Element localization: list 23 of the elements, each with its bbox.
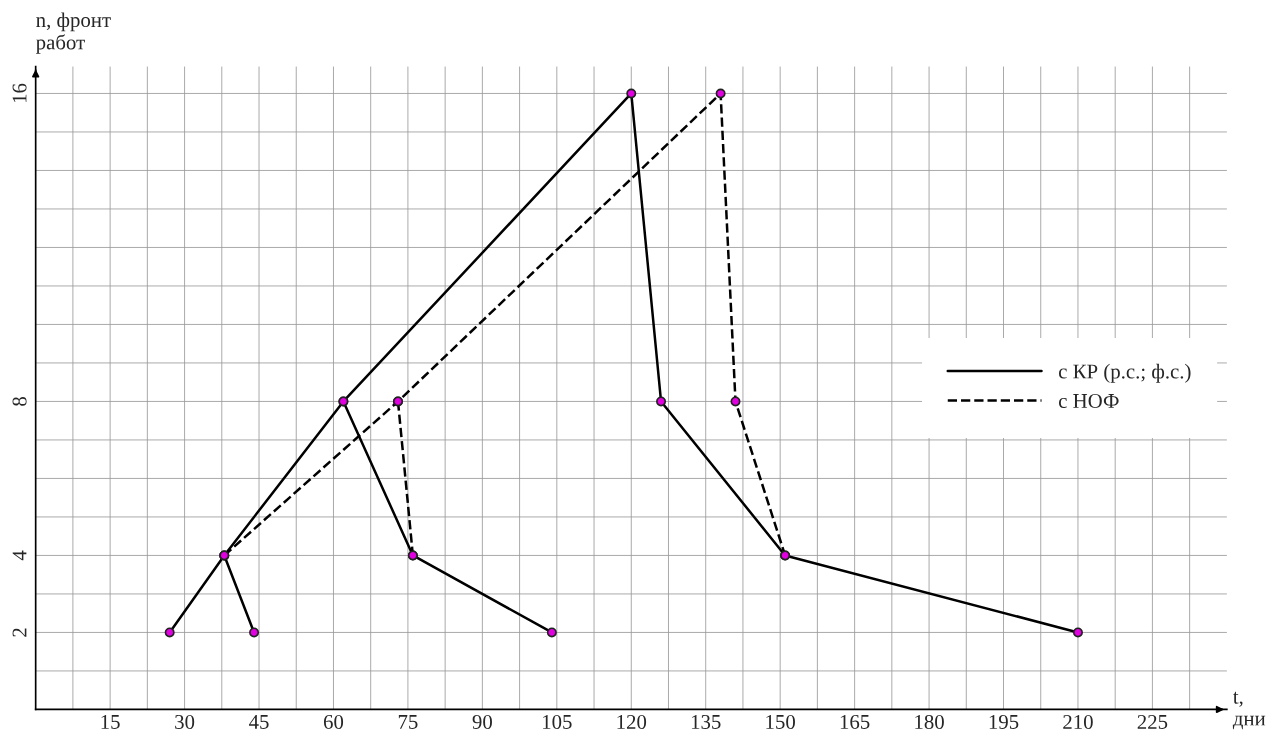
- x-tick-label: 90: [472, 714, 492, 729]
- x-tick-label: 75: [398, 715, 418, 729]
- x-tick-label: 225: [1137, 714, 1168, 729]
- x-tick-label: 45: [249, 715, 269, 729]
- y-tick-label: 8: [12, 397, 27, 406]
- x-tick-label: 150: [766, 714, 795, 729]
- x-tick-label: 120: [617, 714, 647, 729]
- legend-label: с КР (р.с.; ф.с.): [1058, 363, 1191, 383]
- y-tick-label: 4: [12, 550, 27, 561]
- x-tick-label: 165: [840, 714, 870, 729]
- y-tick-label: 2: [12, 628, 27, 637]
- x-tick-label: 105: [543, 714, 572, 729]
- x-tick-label: 180: [915, 714, 944, 729]
- x-tick-label: 210: [1063, 714, 1093, 729]
- legend-label: с НОФ: [1058, 393, 1119, 408]
- x-tick-label: 30: [175, 714, 195, 729]
- y-axis-title: n, фронт работ: [36, 12, 111, 54]
- x-axis-title: t, дни: [1232, 691, 1266, 730]
- x-tick-label: 195: [989, 714, 1019, 729]
- y-tick-label: 16: [12, 83, 27, 103]
- x-tick-label: 135: [691, 714, 721, 729]
- x-tick-label: 60: [323, 714, 344, 729]
- x-tick-label: 15: [101, 715, 120, 729]
